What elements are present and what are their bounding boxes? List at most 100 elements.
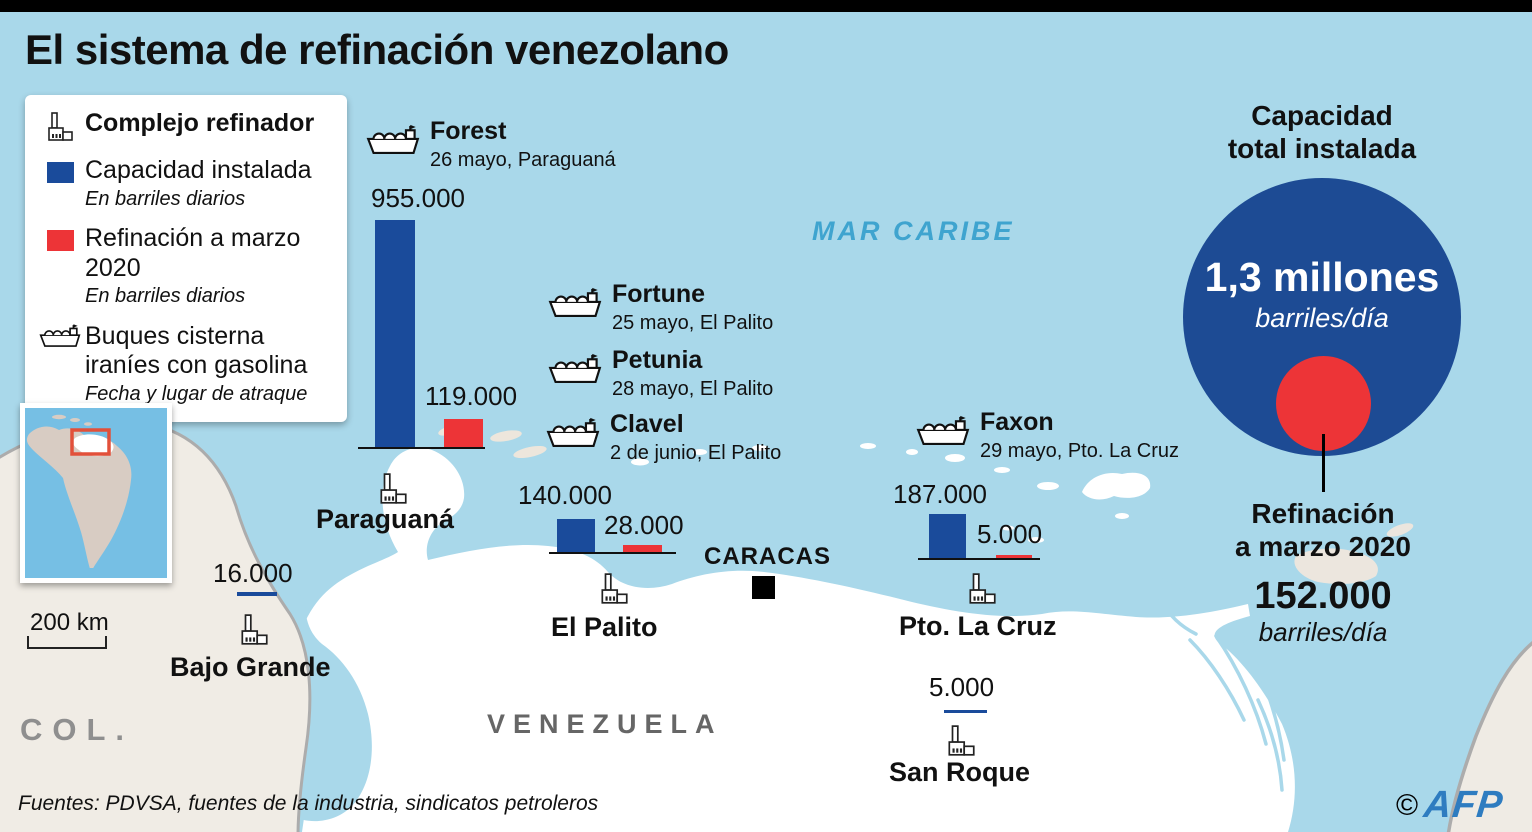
factory-icon bbox=[376, 472, 410, 506]
legend-capacity-label: Capacidad instalada bbox=[85, 156, 312, 184]
copyright-mark: © bbox=[1396, 788, 1419, 822]
connector-line bbox=[1322, 434, 1325, 492]
inset-locator-map bbox=[20, 403, 172, 583]
tobago-island bbox=[1386, 523, 1414, 537]
refining-title-line2: a marzo 2020 bbox=[1235, 531, 1411, 563]
capital-label: CARACAS bbox=[704, 543, 831, 570]
paraguana-capacity-value: 955.000 bbox=[371, 183, 465, 213]
ship-name: Petunia bbox=[612, 346, 703, 374]
afp-logo: AFP bbox=[1421, 784, 1506, 826]
capital-marker bbox=[752, 576, 775, 599]
capacity-swatch bbox=[46, 162, 74, 183]
chart-baseline bbox=[358, 447, 485, 449]
factory-icon bbox=[597, 572, 631, 606]
top-bar bbox=[0, 0, 1532, 12]
chart-baseline bbox=[918, 558, 1040, 560]
legend-row-refining: Refinación a marzo 2020 En barriles diar… bbox=[35, 224, 337, 309]
refining-title-line1: Refinación bbox=[1251, 498, 1395, 529]
total-capacity-title-line1: Capacidad bbox=[1251, 100, 1393, 131]
scale-bar bbox=[27, 636, 107, 649]
inset-islands bbox=[52, 414, 92, 426]
ship-name: Clavel bbox=[610, 410, 684, 438]
inset-highlight-rect bbox=[70, 428, 111, 456]
tanker-ship-icon bbox=[35, 322, 85, 407]
ship-petunia: Petunia 28 mayo, El Palito bbox=[548, 346, 774, 400]
coastal-islands bbox=[631, 443, 1151, 543]
guyana-landmass bbox=[1446, 641, 1532, 832]
scale-label: 200 km bbox=[30, 609, 109, 636]
ship-detail: 2 de junio, El Palito bbox=[610, 441, 782, 464]
refining-bar bbox=[623, 545, 662, 552]
capacity-bar bbox=[375, 220, 415, 447]
paraguana-label: Paraguaná bbox=[316, 504, 455, 534]
el-palito-refining-value: 28.000 bbox=[604, 510, 684, 540]
tanker-ship-icon bbox=[916, 415, 970, 446]
sea-label: MAR CARIBE bbox=[812, 216, 1015, 246]
inset-venezuela bbox=[72, 434, 114, 457]
afp-credit: © AFP bbox=[1396, 784, 1506, 827]
ship-detail: 28 mayo, El Palito bbox=[612, 377, 774, 400]
ship-name: Forest bbox=[430, 117, 507, 145]
legend-tanker-sub: Fecha y lugar de atraque bbox=[85, 382, 308, 405]
capacity-bar bbox=[557, 519, 595, 552]
factory-icon bbox=[944, 724, 978, 758]
ship-clavel: Clavel 2 de junio, El Palito bbox=[546, 410, 782, 464]
el-palito-capacity-value: 140.000 bbox=[518, 480, 612, 510]
ship-forest: Forest 26 mayo, Paraguaná bbox=[366, 117, 616, 171]
legend-row-tankers: Buques cisterna iraníes con gasolina Fec… bbox=[35, 322, 337, 407]
pto-la-cruz-capacity-value: 187.000 bbox=[893, 479, 987, 509]
country-label: VENEZUELA bbox=[487, 709, 723, 739]
legend-tanker-label-2: iraníes con gasolina bbox=[85, 351, 308, 380]
legend-refining-label: Refinación a marzo 2020 bbox=[85, 224, 301, 282]
tanker-ship-icon bbox=[548, 287, 602, 318]
bajo-grande-label: Bajo Grande bbox=[170, 652, 331, 682]
pto-la-cruz-label: Pto. La Cruz bbox=[899, 611, 1057, 641]
el-palito-label: El Palito bbox=[551, 612, 658, 642]
legend-refinery-label: Complejo refinador bbox=[85, 109, 315, 137]
capacity-bar bbox=[944, 710, 987, 713]
refining-bar bbox=[444, 419, 483, 447]
ship-fortune: Fortune 25 mayo, El Palito bbox=[548, 280, 774, 334]
venezuela-landmass bbox=[299, 447, 1295, 832]
trinidad-island bbox=[1294, 548, 1378, 584]
inset-south-america bbox=[26, 426, 132, 568]
factory-icon bbox=[237, 613, 271, 647]
neighbor-label: COL. bbox=[20, 712, 135, 747]
ship-detail: 25 mayo, El Palito bbox=[612, 311, 774, 334]
sources-text: Fuentes: PDVSA, fuentes de la industria,… bbox=[18, 792, 599, 815]
refining-unit: barriles/día bbox=[1258, 617, 1388, 647]
san-roque-capacity-value: 5.000 bbox=[929, 672, 995, 702]
tanker-ship-icon bbox=[548, 353, 602, 384]
paraguana-refining-value: 119.000 bbox=[425, 381, 518, 411]
total-capacity-title-line2: total instalada bbox=[1227, 133, 1417, 165]
legend-capacity-sub: En barriles diarios bbox=[85, 187, 246, 210]
legend-row-capacity: Capacidad instalada En barriles diarios bbox=[35, 156, 337, 211]
factory-icon bbox=[35, 109, 85, 143]
legend-box: Complejo refinador Capacidad instalada E… bbox=[25, 95, 347, 423]
tanker-ship-icon bbox=[366, 124, 420, 155]
legend-row-refinery: Complejo refinador bbox=[35, 109, 337, 143]
total-capacity-title: Capacidad total instalada bbox=[1192, 99, 1452, 165]
ship-name: Fortune bbox=[612, 280, 706, 308]
total-capacity-unit: barriles/día bbox=[1255, 303, 1389, 333]
ship-name: Faxon bbox=[980, 408, 1054, 436]
ship-detail: 26 mayo, Paraguaná bbox=[430, 148, 616, 171]
total-capacity-value: 1,3 millones bbox=[1204, 254, 1440, 300]
chart-baseline bbox=[549, 552, 676, 554]
refining-swatch bbox=[46, 230, 74, 252]
legend-tanker-label-1: Buques cisterna bbox=[85, 321, 265, 350]
refining-value: 152.000 bbox=[1254, 575, 1392, 617]
factory-icon bbox=[965, 572, 999, 606]
legend-refining-sub: En barriles diarios bbox=[85, 285, 246, 308]
refining-title: Refinación a marzo 2020 bbox=[1223, 497, 1423, 563]
page-title: El sistema de refinación venezolano bbox=[25, 26, 729, 73]
refining-bar bbox=[996, 555, 1032, 558]
tanker-ship-icon bbox=[546, 417, 600, 448]
capacity-bar bbox=[929, 514, 966, 558]
ship-faxon: Faxon 29 mayo, Pto. La Cruz bbox=[916, 408, 1179, 462]
capacity-bar bbox=[237, 592, 277, 596]
river-lines bbox=[1150, 566, 1286, 792]
ship-detail: 29 mayo, Pto. La Cruz bbox=[980, 439, 1179, 462]
san-roque-label: San Roque bbox=[889, 757, 1031, 787]
